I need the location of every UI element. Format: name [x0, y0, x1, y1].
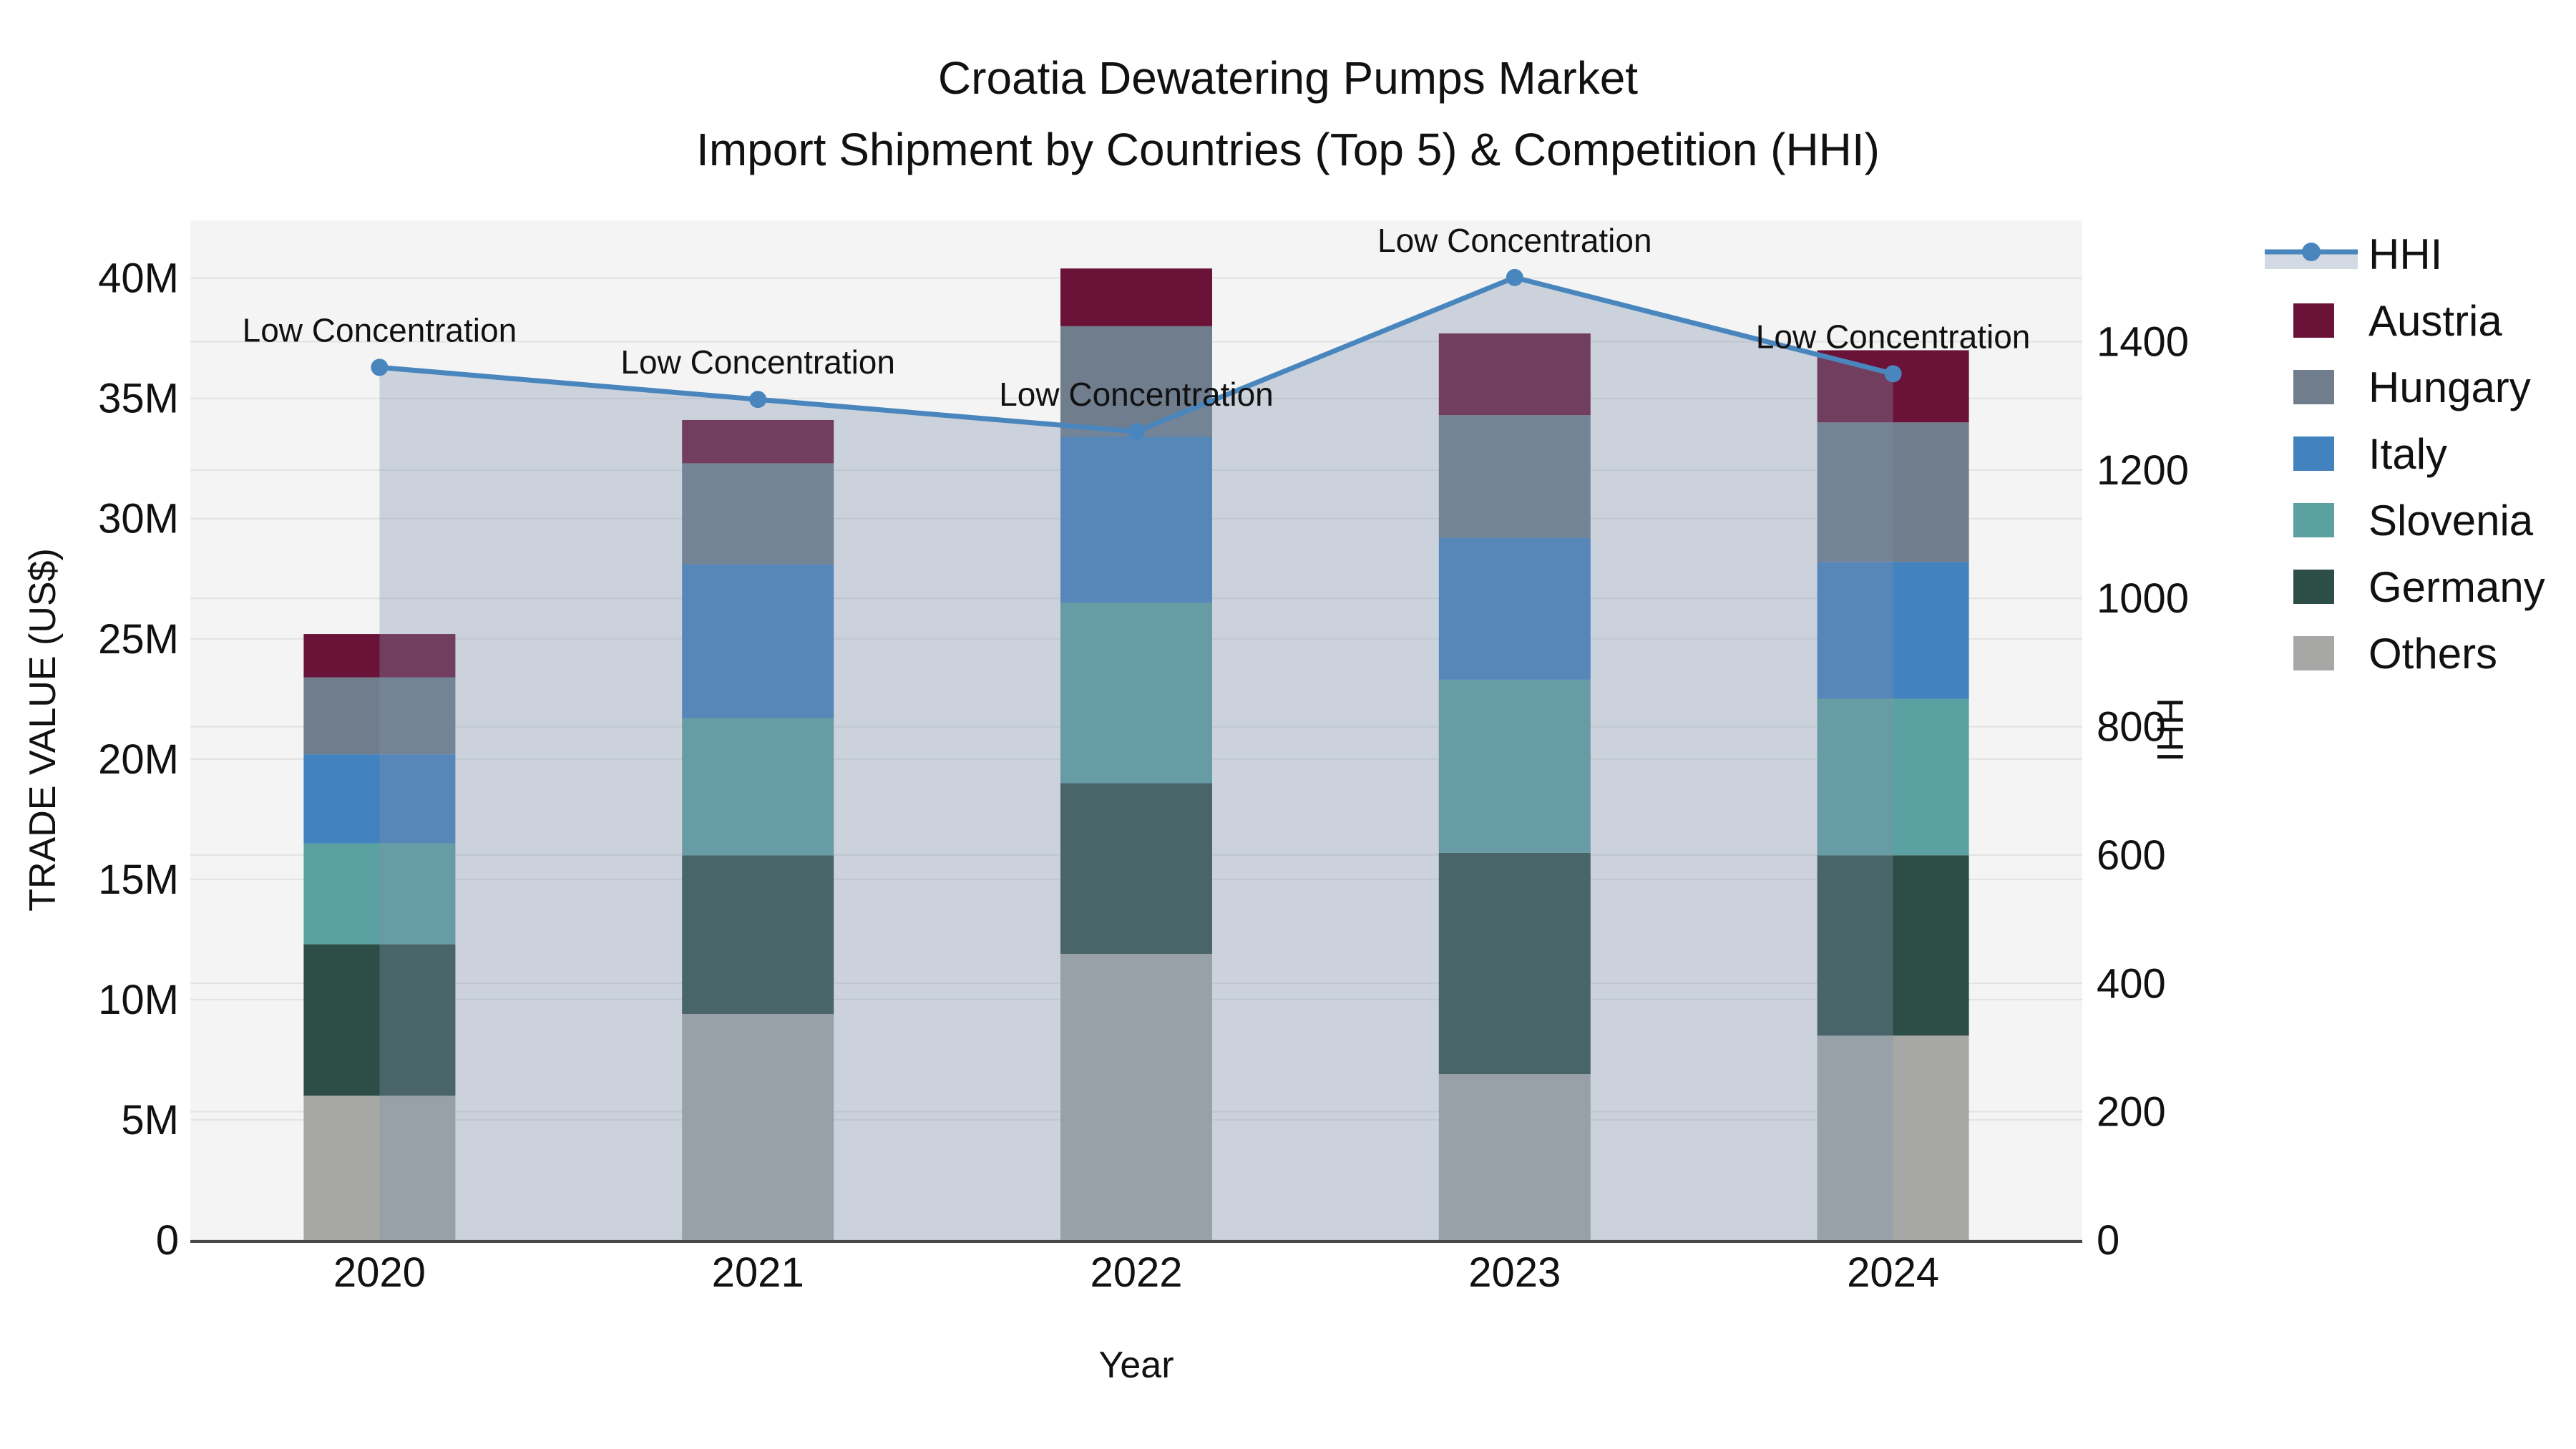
x-tick-label-2020: 2020	[333, 1249, 426, 1296]
legend-item-germany[interactable]: Germany	[2265, 563, 2545, 611]
legend-swatch-hungary	[2293, 370, 2334, 404]
x-tick-label-2024: 2024	[1847, 1249, 1939, 1296]
legend: HHI Austria Hungary Italy Slovenia Germany Oth…	[2265, 230, 2545, 702]
y-tick-label: 15M	[98, 857, 179, 903]
x-axis-title: Year	[1098, 1345, 1174, 1386]
legend-swatch-others	[2293, 636, 2334, 670]
legend-item-hungary[interactable]: Hungary	[2265, 364, 2545, 411]
hhi-marker-2021[interactable]	[749, 391, 767, 409]
legend-item-slovenia[interactable]: Slovenia	[2265, 497, 2545, 545]
bar-segment-germany-2023[interactable]	[1438, 852, 1591, 1075]
legend-swatch-italy	[2293, 436, 2334, 471]
legend-label-italy: Italy	[2368, 429, 2448, 478]
bar-segment-italy-2021[interactable]	[682, 564, 834, 718]
bar-segment-others-2021[interactable]	[682, 1014, 834, 1240]
y2-tick-label: 800	[2097, 704, 2166, 751]
y2-tick-label: 1400	[2097, 318, 2189, 365]
legend-swatch-slovenia	[2293, 503, 2334, 537]
legend-item-hhi[interactable]: HHI	[2265, 230, 2545, 278]
hhi-marker-2022[interactable]	[1128, 423, 1145, 441]
annotation-2022: Low Concentration	[999, 376, 1274, 413]
legend-label-hungary: Hungary	[2368, 363, 2531, 411]
bar-segment-austria-2022[interactable]	[1060, 268, 1212, 326]
legend-swatch-austria	[2293, 303, 2334, 338]
y-tick-label: 0	[156, 1217, 179, 1264]
bar-segment-germany-2024[interactable]	[1817, 855, 1969, 1036]
bar-segment-slovenia-2023[interactable]	[1438, 679, 1591, 853]
legend-label-germany: Germany	[2368, 562, 2545, 611]
y2-axis-title: HHI	[2149, 698, 2190, 762]
hhi-marker-2023[interactable]	[1506, 268, 1523, 286]
bar-segment-austria-2021[interactable]	[682, 419, 834, 464]
bar-segment-italy-2020[interactable]	[303, 754, 456, 844]
y-tick-label: 25M	[98, 616, 179, 663]
hhi-marker-2020[interactable]	[371, 358, 389, 376]
y-tick-label: 20M	[98, 736, 179, 783]
y2-tick-label: 200	[2097, 1089, 2166, 1136]
legend-label-hhi: HHI	[2368, 230, 2443, 278]
bar-segment-others-2022[interactable]	[1060, 954, 1212, 1240]
legend-item-others[interactable]: Others	[2265, 630, 2545, 678]
bar-segment-italy-2023[interactable]	[1438, 537, 1591, 680]
legend-label-others: Others	[2368, 629, 2498, 678]
y-axis-title: TRADE VALUE (US$)	[22, 548, 64, 912]
legend-swatch-germany	[2293, 570, 2334, 604]
bar-segment-germany-2022[interactable]	[1060, 783, 1212, 955]
y-tick-label: 5M	[121, 1097, 179, 1143]
y-tick-label: 40M	[98, 255, 179, 302]
bar-segment-italy-2024[interactable]	[1817, 562, 1969, 699]
annotation-2024: Low Concentration	[1756, 318, 2031, 355]
bar-segment-slovenia-2021[interactable]	[682, 718, 834, 856]
annotation-2023: Low Concentration	[1377, 222, 1652, 259]
bar-segment-austria-2023[interactable]	[1438, 333, 1591, 416]
bar-segment-slovenia-2022[interactable]	[1060, 602, 1212, 784]
annotation-2021: Low Concentration	[620, 343, 895, 381]
bar-segment-hungary-2023[interactable]	[1438, 415, 1591, 538]
x-tick-label-2023: 2023	[1468, 1249, 1561, 1296]
x-tick-label-2021: 2021	[712, 1249, 804, 1296]
legend-item-italy[interactable]: Italy	[2265, 430, 2545, 478]
bar-segment-hungary-2021[interactable]	[682, 463, 834, 565]
y-tick-label: 30M	[98, 496, 179, 542]
bar-segment-italy-2022[interactable]	[1060, 436, 1212, 603]
annotation-2020: Low Concentration	[243, 311, 517, 348]
hhi-line-sample-icon	[2265, 236, 2358, 272]
y2-tick-label: 0	[2097, 1217, 2119, 1264]
bar-segment-others-2020[interactable]	[303, 1096, 456, 1240]
bar-segment-austria-2020[interactable]	[303, 634, 456, 678]
bar-segment-germany-2020[interactable]	[303, 944, 456, 1096]
bar-segment-others-2023[interactable]	[1438, 1074, 1591, 1240]
bar-segment-germany-2021[interactable]	[682, 855, 834, 1015]
y2-tick-label: 600	[2097, 832, 2166, 879]
y2-tick-label: 400	[2097, 960, 2166, 1007]
bar-segment-hungary-2020[interactable]	[303, 677, 456, 755]
legend-item-austria[interactable]: Austria	[2265, 297, 2545, 345]
y-tick-label: 10M	[98, 977, 179, 1023]
legend-label-slovenia: Slovenia	[2368, 496, 2534, 545]
hhi-area-fill	[379, 277, 1893, 1241]
bar-segment-hungary-2024[interactable]	[1817, 422, 1969, 562]
y-tick-label: 35M	[98, 376, 179, 422]
hhi-marker-2024[interactable]	[1884, 365, 1902, 383]
chart-title-line2: Import Shipment by Countries (Top 5) & C…	[696, 124, 1880, 175]
chart-title-line1: Croatia Dewatering Pumps Market	[937, 52, 1639, 104]
y2-tick-label: 1000	[2097, 575, 2189, 622]
bar-segment-hungary-2022[interactable]	[1060, 326, 1212, 437]
bar-segment-slovenia-2024[interactable]	[1817, 698, 1969, 856]
bar-segment-others-2024[interactable]	[1817, 1035, 1969, 1240]
legend-label-austria: Austria	[2368, 296, 2502, 345]
x-tick-label-2022: 2022	[1090, 1249, 1182, 1296]
bar-segment-slovenia-2020[interactable]	[303, 843, 456, 945]
y2-tick-label: 1200	[2097, 447, 2189, 494]
